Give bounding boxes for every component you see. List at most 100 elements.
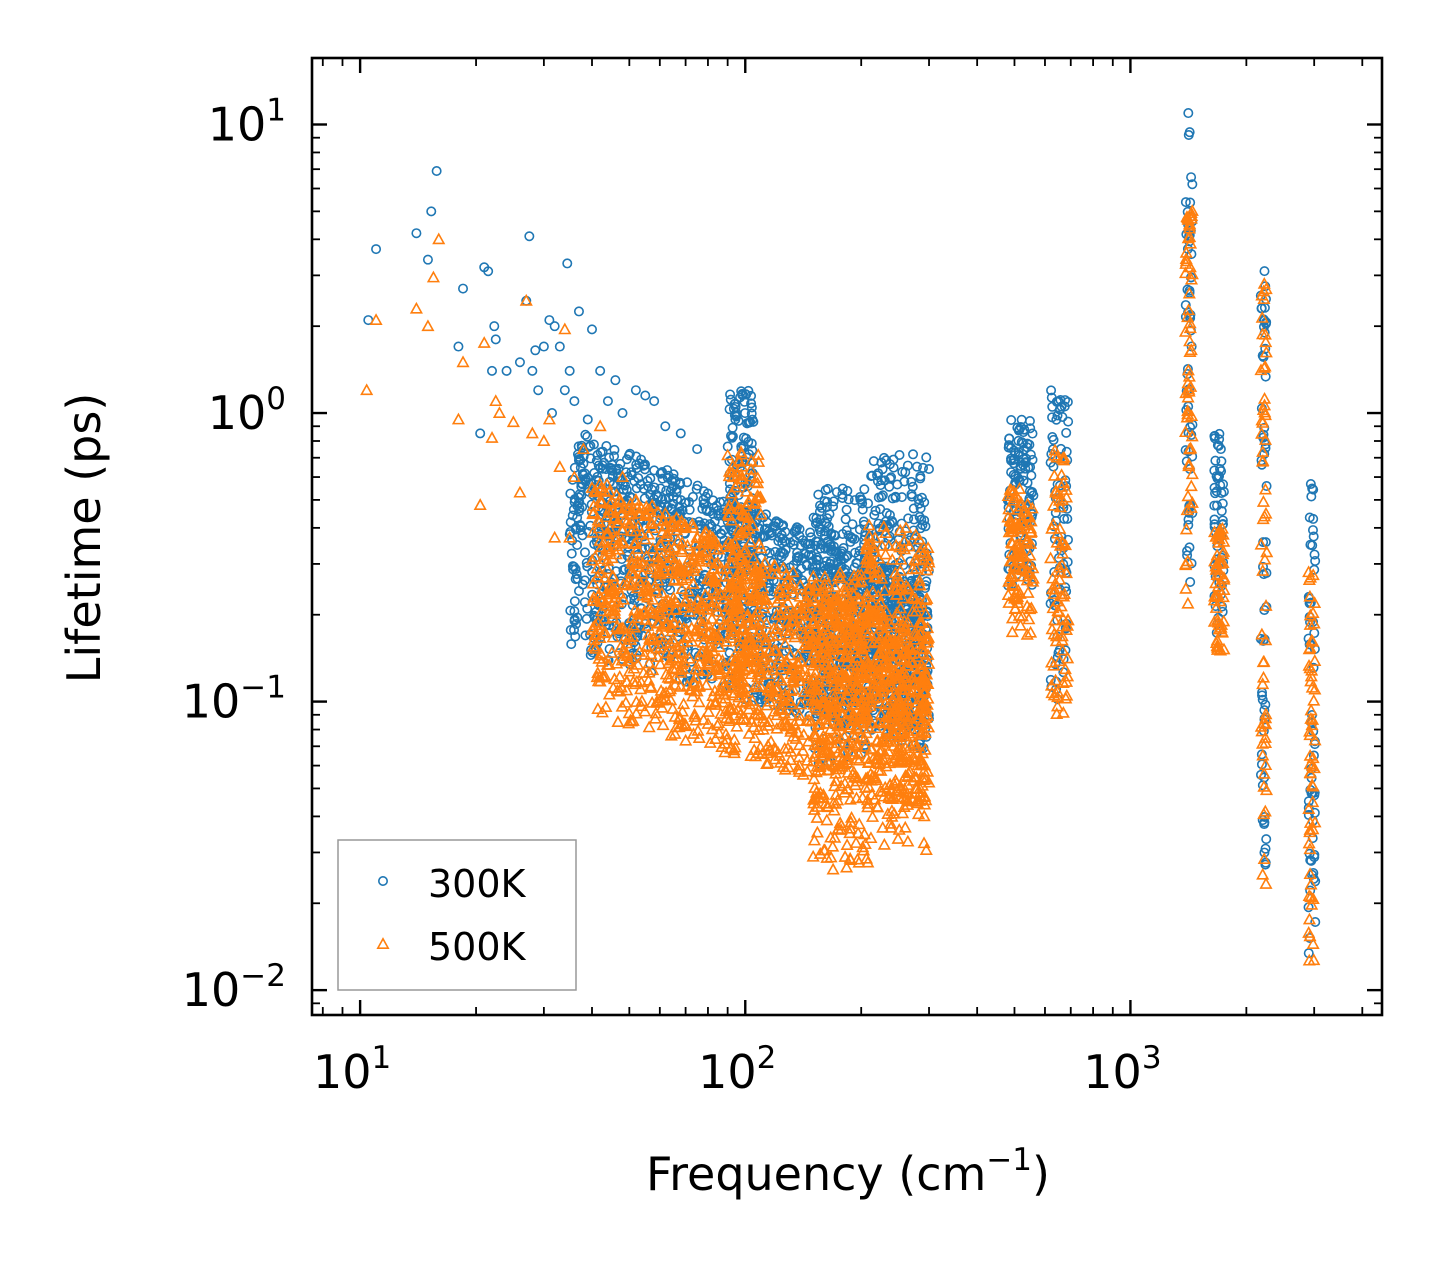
data-point [725,623,739,636]
data-point [506,415,520,428]
data-point [1308,484,1319,495]
data-point [646,592,660,605]
data-point [828,830,842,843]
data-point [866,540,881,553]
data-point [850,740,864,752]
data-point [846,634,860,647]
data-point [605,551,619,564]
data-point [741,433,752,444]
data-point [530,345,541,356]
data-point [810,811,824,823]
data-point [856,495,867,506]
data-point [456,355,470,368]
data-point [783,694,797,706]
data-point [604,452,615,463]
data-point [669,511,684,523]
data-point [802,681,816,694]
data-point [748,707,762,720]
data-point [643,606,657,618]
data-point [913,794,927,806]
data-point [492,406,506,419]
data-point [738,542,752,555]
data-point [631,542,645,554]
data-point [784,753,798,765]
data-point [720,732,734,745]
data-point [858,640,872,652]
data-point [746,402,757,413]
data-point [807,738,822,751]
data-point [887,517,898,528]
data-point [602,587,616,600]
data-point [860,537,874,550]
data-point [859,484,870,495]
data-point [1049,533,1060,544]
data-point [669,720,683,733]
data-point [683,682,697,695]
data-point [816,729,830,742]
data-point [818,577,832,590]
data-point [675,582,689,595]
data-point [857,827,872,840]
data-point [1061,427,1072,438]
data-point [751,605,765,617]
data-point [779,548,790,559]
data-point [861,622,875,634]
data-point [787,717,802,730]
data-point [902,460,913,471]
data-point [771,628,785,641]
data-point [756,581,770,594]
data-point [662,656,676,669]
data-point [864,742,878,755]
data-point [602,687,616,700]
data-point [808,781,822,793]
data-point [587,590,601,603]
data-point [773,536,784,547]
data-point [729,398,740,409]
data-point [748,731,762,743]
data-point [890,491,901,502]
data-point [1018,444,1029,455]
data-point [859,726,874,739]
data-point [750,559,764,571]
data-point [559,385,570,396]
data-point [682,651,696,664]
data-point [796,744,810,756]
data-point [794,697,808,710]
data-point [814,763,828,776]
data-point [840,665,854,677]
data-point [769,607,784,620]
data-point [879,526,893,538]
data-point [786,729,800,742]
data-point [806,849,820,862]
data-point [790,601,804,614]
data-point [820,813,834,826]
data-point [580,429,591,440]
data-point [919,843,933,855]
data-point [585,553,599,566]
data-point [906,562,920,575]
data-point [727,733,741,745]
data-point [736,650,750,663]
data-point [684,504,695,515]
data-point [639,549,654,562]
data-point [542,412,556,425]
data-point [888,751,902,763]
data-point [863,561,877,573]
data-point [627,620,642,633]
data-point [675,428,686,439]
data-point [654,556,668,569]
data-point [703,736,717,748]
data-point [910,695,924,708]
data-point [891,740,906,753]
data-point [761,681,775,694]
data-point [890,629,904,642]
data-point [597,484,612,496]
data-point [908,514,919,525]
data-point [731,523,745,536]
data-point [525,426,539,439]
data-point [783,648,798,661]
data-point [882,539,896,551]
data-point [629,493,643,506]
data-point [800,764,814,777]
data-point [880,724,894,737]
